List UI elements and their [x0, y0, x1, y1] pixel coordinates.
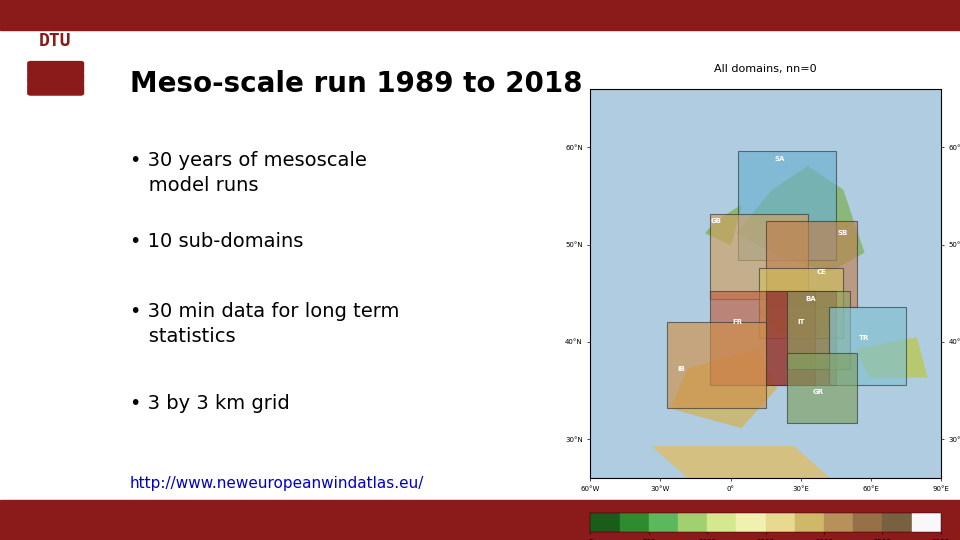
Text: • 30 years of mesoscale
   model runs: • 30 years of mesoscale model runs — [130, 151, 367, 195]
Bar — [0, 0, 960, 30]
Text: GB: GB — [711, 218, 722, 224]
FancyBboxPatch shape — [28, 62, 84, 73]
Polygon shape — [758, 291, 846, 338]
Bar — [795, 513, 824, 532]
Text: • 10 sub-domains: • 10 sub-domains — [130, 232, 303, 251]
Polygon shape — [654, 447, 828, 478]
Text: All domains, nn=0: All domains, nn=0 — [714, 64, 817, 73]
Bar — [708, 513, 736, 532]
Polygon shape — [706, 206, 741, 245]
Text: CE: CE — [817, 269, 827, 275]
Text: Meso-scale run 1989 to 2018: Meso-scale run 1989 to 2018 — [130, 70, 582, 98]
Bar — [667, 322, 765, 408]
Text: IB: IB — [678, 366, 685, 372]
Bar — [853, 513, 882, 532]
Bar — [590, 513, 619, 532]
Text: http://www.neweuropeanwindatlas.eu/: http://www.neweuropeanwindatlas.eu/ — [130, 476, 424, 491]
Text: DTU: DTU — [38, 31, 71, 50]
Bar — [828, 307, 906, 384]
Bar — [678, 513, 708, 532]
Text: FR: FR — [732, 319, 743, 326]
Polygon shape — [671, 349, 776, 427]
Bar — [709, 213, 807, 299]
Text: DTU: DTU — [96, 515, 122, 524]
Polygon shape — [737, 167, 864, 272]
Bar — [736, 513, 766, 532]
Text: SA: SA — [775, 156, 785, 162]
Text: SB: SB — [837, 230, 848, 236]
Text: 19.06.2019: 19.06.2019 — [21, 515, 92, 524]
Bar — [0, 500, 960, 540]
Bar — [786, 291, 850, 369]
Text: 6: 6 — [932, 513, 940, 526]
Polygon shape — [856, 338, 926, 377]
Text: BA: BA — [805, 296, 816, 302]
Bar — [786, 354, 856, 423]
Bar — [912, 513, 941, 532]
FancyBboxPatch shape — [28, 83, 84, 95]
Text: GR: GR — [812, 389, 824, 395]
Bar — [619, 513, 649, 532]
Text: TR: TR — [858, 335, 869, 341]
Text: IT: IT — [797, 319, 804, 326]
Text: • 30 min data for long term
   statistics: • 30 min data for long term statistics — [130, 302, 399, 346]
Bar — [765, 221, 856, 307]
Bar — [758, 268, 843, 338]
Bar — [709, 291, 815, 384]
FancyBboxPatch shape — [28, 72, 84, 84]
Bar — [649, 513, 678, 532]
Bar — [765, 291, 835, 384]
Bar — [882, 513, 912, 532]
Bar — [737, 151, 835, 260]
Bar — [765, 513, 795, 532]
Text: A satellite-based high-resolution offshore wind archive for mesoscale comparison: A satellite-based high-resolution offsho… — [159, 515, 801, 524]
Text: • 3 by 3 km grid: • 3 by 3 km grid — [130, 394, 289, 413]
Bar — [824, 513, 853, 532]
